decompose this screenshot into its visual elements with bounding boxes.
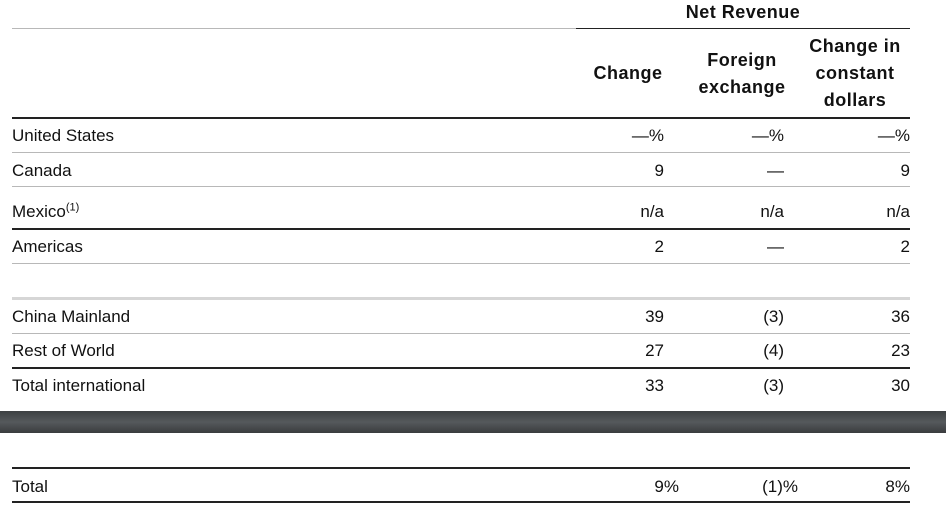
col-header-constant-dollars: Change in constant dollars (809, 36, 901, 110)
header-rule (576, 28, 910, 29)
cell-cc: 36 (891, 307, 910, 326)
row-label-mexico: Mexico(1) (12, 201, 80, 221)
net-revenue-header: Net Revenue (685, 2, 801, 22)
cell-fx: (4) (763, 341, 784, 360)
cell-change: —% (631, 126, 664, 145)
cell-cc: n/a (886, 202, 910, 221)
cell-fx: n/a (760, 202, 784, 221)
cell-fx: (3) (763, 307, 784, 326)
header-bottom-rule (12, 117, 910, 119)
row-label-total-international: Total international (12, 376, 146, 395)
cell-total-change: 9% (654, 477, 679, 496)
total-bottom-rule (12, 501, 910, 503)
row-divider (12, 333, 910, 334)
cell-change: n/a (640, 202, 664, 221)
cell-total-cc: 8% (885, 477, 910, 496)
row-divider (12, 263, 910, 264)
row-divider (12, 186, 910, 187)
cell-fx: — (767, 237, 784, 256)
footnote-marker: (1) (65, 201, 80, 214)
cell-change: 2 (654, 237, 664, 256)
cell-change: 39 (645, 307, 664, 326)
cell-cc: 23 (891, 341, 910, 360)
cell-cc: —% (877, 126, 910, 145)
cell-change: 33 (645, 376, 664, 395)
cell-fx: (3) (763, 376, 784, 395)
row-label-united-states: United States (12, 126, 115, 145)
section-divider (12, 297, 910, 300)
cell-change: 27 (645, 341, 664, 360)
cell-cc: 9 (900, 161, 910, 180)
section-band (0, 411, 946, 433)
header-rule-left (12, 28, 576, 29)
col-header-foreign-exchange: Foreign exchange (698, 50, 786, 97)
cell-cc: 30 (891, 376, 910, 395)
col-header-change: Change (593, 63, 663, 83)
row-divider (12, 367, 910, 369)
cell-cc: 2 (900, 237, 910, 256)
row-divider (12, 152, 910, 153)
row-divider (12, 228, 910, 230)
row-label-rest-of-world: Rest of World (12, 341, 115, 360)
cell-fx: —% (751, 126, 784, 145)
row-label-china-mainland: China Mainland (12, 307, 131, 326)
row-label-americas: Americas (12, 237, 83, 256)
row-label-canada: Canada (12, 161, 72, 180)
cell-fx: — (767, 161, 784, 180)
cell-change: 9 (654, 161, 664, 180)
total-top-rule (12, 467, 910, 469)
row-label-total: Total (12, 477, 48, 496)
cell-total-fx: (1)% (762, 477, 798, 496)
